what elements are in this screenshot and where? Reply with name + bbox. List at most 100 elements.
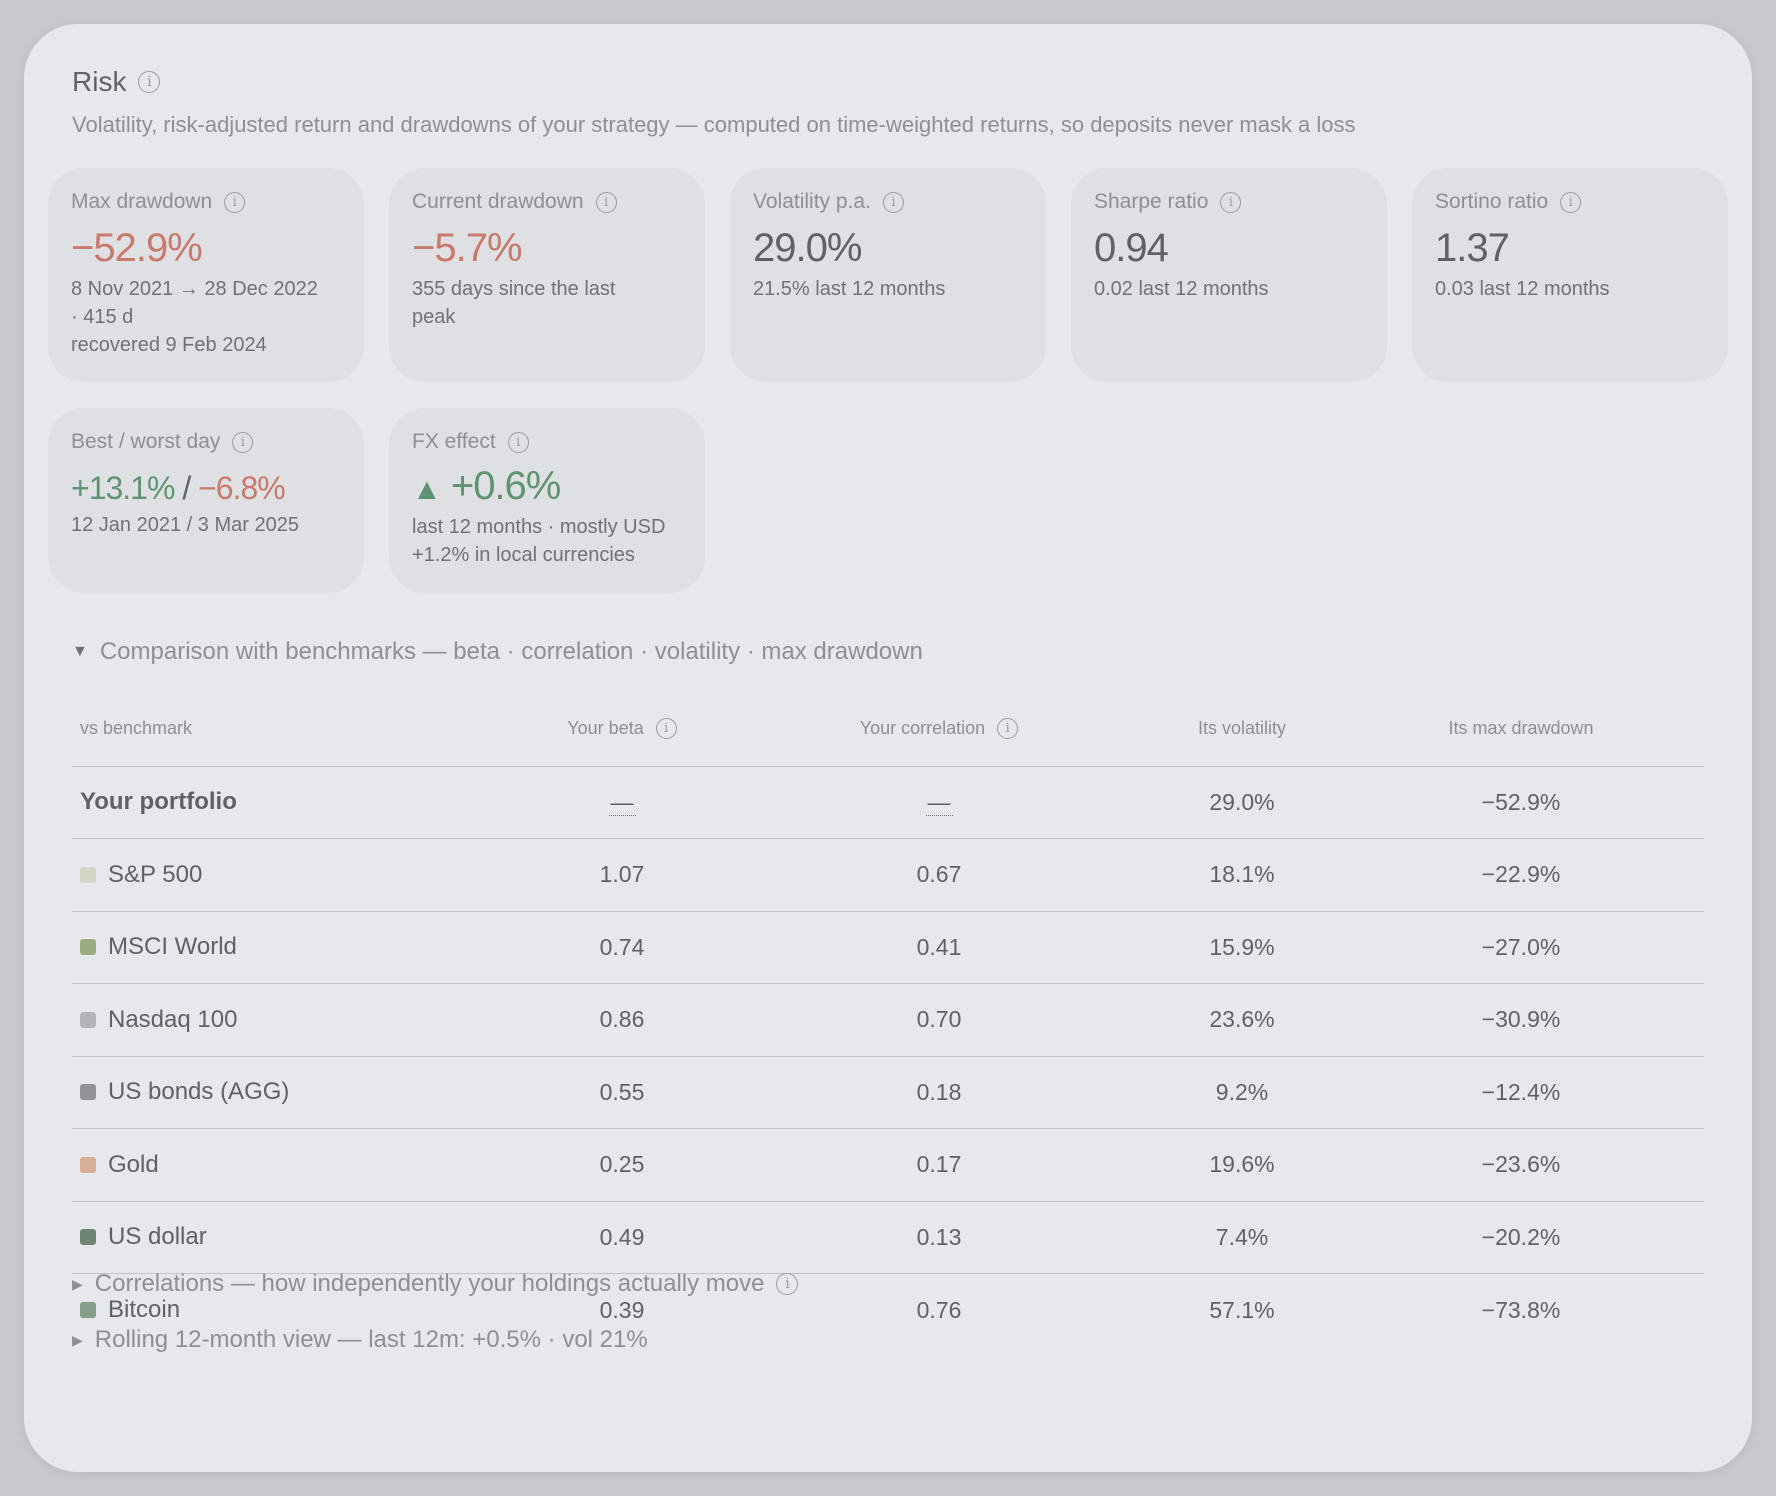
best-worst-day-card: Best / worst day i +13.1% / −6.8% 12 Jan …: [48, 408, 364, 593]
max-drawdown-cell: −30.9%: [1338, 983, 1704, 1057]
column-header-label: Your beta: [567, 718, 644, 739]
beta-cell: 0.25: [512, 1128, 732, 1202]
triangle-up-icon: ▲: [412, 473, 442, 506]
rolling-view-toggle[interactable]: ▶ Rolling 12-month view — last 12m: +0.5…: [72, 1326, 648, 1354]
info-icon[interactable]: i: [776, 1273, 799, 1295]
triangle-right-icon: ▶: [72, 1275, 83, 1292]
table-row: Bitcoin 0.39 0.76 57.1% −73.8%: [72, 1274, 1704, 1347]
beta-cell: 0.39: [599, 1296, 645, 1323]
row-name-cell: S&P 500: [72, 838, 512, 912]
sortino-ratio-card: Sortino ratio i 1.37 0.03 last 12 months: [1412, 168, 1728, 382]
max-drawdown-cell: −12.4%: [1338, 1056, 1704, 1129]
card-value: 29.0%: [753, 226, 862, 270]
row-name: S&P 500: [108, 860, 203, 888]
card-label: Best / worst day: [71, 430, 221, 453]
volatility-cell: 19.6%: [1146, 1128, 1338, 1202]
column-header-label: Your correlation: [859, 718, 986, 739]
series-swatch: [80, 1156, 96, 1173]
correlation-cell: 0.18: [732, 1056, 1146, 1129]
card-label: FX effect: [412, 430, 496, 453]
info-icon[interactable]: i: [997, 718, 1019, 740]
volatility-cell: 18.1%: [1146, 838, 1338, 912]
row-name: Your portfolio: [72, 766, 512, 839]
info-icon[interactable]: i: [595, 191, 617, 213]
card-label: Volatility p.a.: [753, 190, 871, 213]
card-value: 0.94: [1094, 226, 1169, 270]
info-icon[interactable]: i: [1560, 191, 1582, 213]
column-header: vs benchmark: [72, 692, 512, 767]
card-label: Current drawdown: [412, 190, 584, 213]
risk-panel: Risk i Volatility, risk-adjusted return …: [24, 24, 1752, 1472]
info-icon[interactable]: i: [1220, 191, 1242, 213]
table-header-row: vs benchmark Your beta i Your correlation…: [72, 692, 1704, 767]
beta-value: —: [608, 788, 636, 816]
row-name-cell: US bonds (AGG): [72, 1056, 512, 1129]
beta-cell: —: [512, 766, 732, 839]
card-sub-line: last 12 months · mostly USD: [412, 516, 666, 538]
best-day-value: +13.1%: [71, 470, 175, 506]
benchmarks-toggle[interactable]: ▼ Comparison with benchmarks — beta · co…: [72, 638, 923, 666]
column-header: Its max drawdown: [1338, 692, 1704, 767]
series-swatch: [80, 1302, 96, 1318]
row-name-cell: Bitcoin: [72, 1274, 512, 1347]
card-sub-line: 0.02 last 12 months: [1094, 278, 1269, 300]
info-icon[interactable]: i: [232, 431, 254, 453]
card-label: Max drawdown: [71, 190, 213, 213]
max-drawdown-cell: −52.9%: [1338, 766, 1704, 839]
table-row: Nasdaq 100 0.86 0.70 23.6% −30.9%: [72, 983, 1704, 1057]
volatility-cell: 57.1%: [1209, 1296, 1275, 1323]
volatility-cell: 23.6%: [1146, 983, 1338, 1057]
triangle-right-icon: ▶: [72, 1331, 83, 1348]
series-swatch: [80, 1229, 96, 1246]
correlation-cell: —: [732, 766, 1146, 839]
card-value: −5.7%: [412, 226, 523, 270]
value-separator: /: [182, 470, 191, 506]
correlation-cell: 0.67: [732, 838, 1146, 912]
series-swatch: [80, 866, 96, 883]
volatility-card: Volatility p.a. i 29.0% 21.5% last 12 mon…: [730, 168, 1046, 382]
beta-cell: 0.49: [512, 1201, 732, 1274]
info-icon[interactable]: i: [138, 71, 161, 93]
beta-cell: 0.86: [512, 983, 732, 1057]
column-header: Your correlation i: [732, 692, 1146, 767]
max-drawdown-cell: −20.2%: [1338, 1201, 1704, 1274]
table-row: S&P 500 1.07 0.67 18.1% −22.9%: [72, 838, 1704, 912]
info-icon[interactable]: i: [507, 431, 529, 453]
row-name: Nasdaq 100: [108, 1005, 238, 1033]
series-swatch: [80, 939, 96, 956]
row-name-cell: Gold: [72, 1128, 512, 1202]
row-name-cell: Nasdaq 100: [72, 983, 512, 1057]
row-name-cell: US dollar: [72, 1201, 512, 1274]
row-name: MSCI World: [108, 933, 237, 961]
correlation-cell: 0.70: [732, 983, 1146, 1057]
max-drawdown-cell: −73.8%: [1481, 1296, 1561, 1323]
portfolio-row: Your portfolio — — 29.0% −52.9%: [72, 766, 1704, 839]
series-swatch: [80, 1084, 96, 1101]
benchmarks-toggle-label: Comparison with benchmarks — beta · corr…: [99, 638, 923, 665]
fx-effect-card: FX effect i ▲ +0.6% last 12 months · most…: [389, 408, 705, 593]
table-row: US bonds (AGG) 0.55 0.18 9.2% −12.4%: [72, 1056, 1704, 1129]
volatility-cell: 7.4%: [1146, 1201, 1338, 1274]
correlation-value: —: [925, 788, 953, 816]
card-sub-line: +1.2% in local currencies: [412, 544, 635, 566]
card-sub-line: peak: [412, 306, 456, 328]
correlations-toggle[interactable]: ▶ Correlations — how independently your …: [72, 1270, 799, 1298]
table-row: MSCI World 0.74 0.41 15.9% −27.0%: [72, 911, 1704, 984]
beta-cell: 1.07: [512, 838, 732, 912]
row-name-cell: MSCI World: [72, 911, 512, 984]
beta-cell: 0.55: [512, 1056, 732, 1129]
risk-header: Risk i Volatility, risk-adjusted return …: [72, 66, 1356, 138]
row-name: US dollar: [108, 1223, 207, 1251]
row-name: US bonds (AGG): [108, 1078, 290, 1106]
card-sub-line: 8 Nov 2021 → 28 Dec 2022: [71, 278, 318, 300]
info-icon[interactable]: i: [224, 191, 246, 213]
rolling-view-toggle-label: Rolling 12-month view — last 12m: +0.5% …: [94, 1326, 648, 1353]
info-icon[interactable]: i: [882, 191, 904, 213]
correlation-cell: 0.13: [732, 1201, 1146, 1274]
table-row: US dollar 0.49 0.13 7.4% −20.2%: [72, 1201, 1704, 1274]
max-drawdown-cell: −23.6%: [1338, 1128, 1704, 1202]
card-label: Sortino ratio: [1435, 190, 1549, 213]
max-drawdown-cell: −22.9%: [1338, 838, 1704, 912]
card-sub-line: 12 Jan 2021 / 3 Mar 2025: [71, 514, 299, 536]
info-icon[interactable]: i: [655, 718, 677, 740]
